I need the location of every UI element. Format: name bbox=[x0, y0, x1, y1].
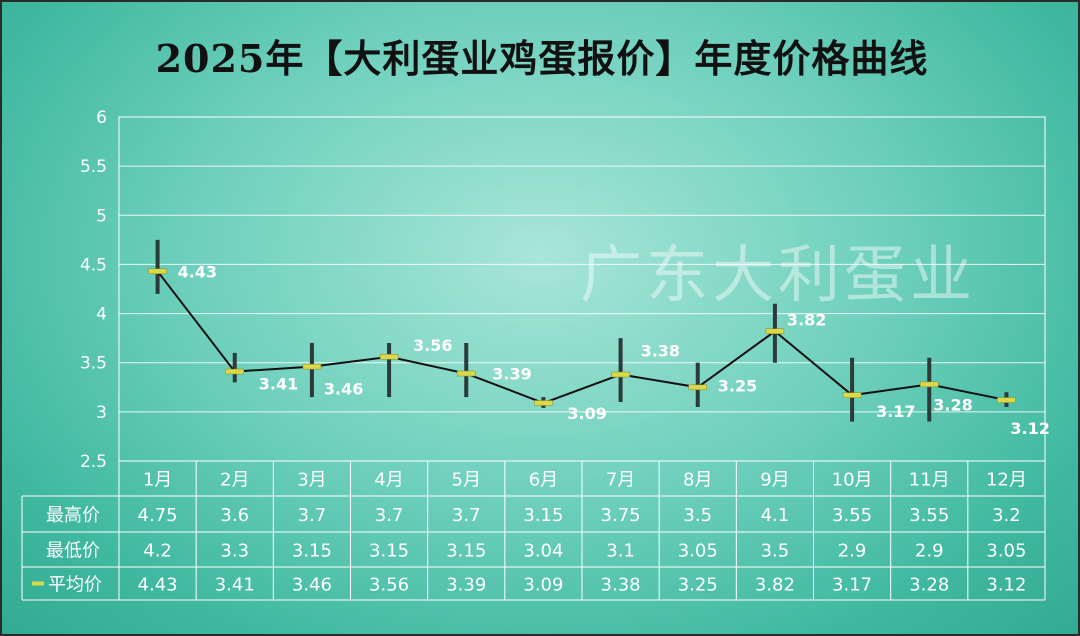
y-tick-label: 3.5 bbox=[80, 354, 107, 374]
table-cell: 3.41 bbox=[215, 575, 255, 596]
table-cell: 3.6 bbox=[220, 505, 249, 526]
x-category-label: 6月 bbox=[529, 470, 558, 491]
x-category-label: 10月 bbox=[832, 470, 873, 491]
table-cell: 4.75 bbox=[138, 505, 178, 526]
average-point bbox=[457, 370, 476, 377]
data-label: 3.17 bbox=[876, 402, 915, 421]
table-cell: 4.1 bbox=[761, 505, 790, 526]
average-point bbox=[225, 368, 244, 375]
table-cell: 3.46 bbox=[292, 575, 332, 596]
y-tick-label: 2.5 bbox=[80, 452, 107, 472]
table-cell: 2.9 bbox=[915, 541, 944, 562]
data-label: 4.43 bbox=[178, 262, 217, 281]
table-cell: 3.82 bbox=[755, 575, 795, 596]
data-label: 3.56 bbox=[413, 336, 452, 355]
y-tick-label: 5.5 bbox=[80, 157, 107, 177]
table-cell: 3.38 bbox=[601, 575, 641, 596]
table-cell: 3.3 bbox=[220, 541, 249, 562]
table-cell: 3.75 bbox=[601, 505, 641, 526]
average-point bbox=[688, 384, 707, 391]
average-line bbox=[156, 270, 1007, 405]
table-cell: 3.15 bbox=[292, 541, 332, 562]
x-category-label: 9月 bbox=[760, 470, 789, 491]
x-category-label: 12月 bbox=[986, 470, 1027, 491]
table-cell: 3.1 bbox=[606, 541, 635, 562]
data-label: 3.12 bbox=[1010, 419, 1049, 438]
x-category-label: 2月 bbox=[220, 470, 249, 491]
data-label: 3.28 bbox=[933, 395, 972, 414]
table-cell: 3.5 bbox=[761, 541, 790, 562]
x-category-label: 3月 bbox=[297, 470, 326, 491]
table-row-header: 最低价 bbox=[46, 541, 100, 562]
table-cell: 3.12 bbox=[986, 575, 1026, 596]
x-category-label: 8月 bbox=[683, 470, 712, 491]
table-cell: 3.55 bbox=[909, 505, 949, 526]
data-label: 3.09 bbox=[567, 404, 606, 423]
data-label: 3.41 bbox=[259, 375, 298, 394]
table-cell: 3.5 bbox=[683, 505, 712, 526]
average-point bbox=[148, 268, 167, 275]
table-cell: 3.7 bbox=[375, 505, 404, 526]
table-cell: 3.15 bbox=[523, 505, 563, 526]
average-point bbox=[997, 397, 1016, 403]
legend-marker-average bbox=[32, 581, 44, 586]
y-tick-label: 3 bbox=[96, 403, 107, 423]
table-cell: 3.56 bbox=[369, 575, 409, 596]
table-cell: 2.9 bbox=[838, 541, 867, 562]
x-category-label: 4月 bbox=[374, 470, 403, 491]
watermark: 广东大利蛋业 bbox=[580, 238, 977, 311]
table-cell: 3.05 bbox=[678, 541, 718, 562]
data-label: 3.46 bbox=[324, 380, 363, 399]
table-cell: 3.7 bbox=[452, 505, 481, 526]
x-category-label: 11月 bbox=[909, 470, 950, 491]
table-cell: 3.05 bbox=[986, 541, 1026, 562]
average-point bbox=[534, 400, 553, 406]
data-label: 3.25 bbox=[718, 376, 757, 395]
average-point bbox=[302, 363, 322, 370]
y-tick-label: 4.5 bbox=[80, 255, 107, 275]
table-cell: 3.55 bbox=[832, 505, 872, 526]
y-tick-label: 4 bbox=[96, 305, 107, 325]
table-cell: 3.17 bbox=[832, 575, 872, 596]
table-cell: 3.39 bbox=[446, 575, 486, 596]
x-category-label: 7月 bbox=[606, 470, 635, 491]
table-cell: 3.15 bbox=[446, 541, 486, 562]
table-cell: 3.7 bbox=[298, 505, 327, 526]
average-point bbox=[765, 328, 785, 335]
table-cell: 3.25 bbox=[678, 575, 718, 596]
data-label: 3.82 bbox=[787, 310, 826, 329]
table-cell: 4.43 bbox=[138, 575, 178, 596]
chart-title: 2025年【大利蛋业鸡蛋报价】年度价格曲线 bbox=[155, 36, 929, 81]
x-category-label: 1月 bbox=[143, 470, 172, 491]
average-point bbox=[920, 381, 939, 388]
table-cell: 3.09 bbox=[523, 575, 563, 596]
table-cell: 3.04 bbox=[523, 541, 563, 562]
average-point bbox=[379, 354, 399, 360]
y-tick-label: 5 bbox=[96, 206, 107, 226]
data-label: 3.38 bbox=[641, 342, 680, 361]
table-row-header: 最高价 bbox=[46, 505, 100, 526]
y-tick-label: 6 bbox=[96, 108, 107, 128]
table-cell: 3.15 bbox=[369, 541, 409, 562]
table-cell: 4.2 bbox=[143, 541, 172, 562]
table-cell: 3.28 bbox=[909, 575, 949, 596]
table-row-header: 平均价 bbox=[48, 575, 102, 596]
average-point bbox=[842, 392, 862, 398]
data-label: 3.39 bbox=[492, 365, 531, 384]
table-cell: 3.2 bbox=[992, 505, 1021, 526]
x-category-label: 5月 bbox=[452, 470, 481, 491]
average-point bbox=[611, 371, 630, 378]
